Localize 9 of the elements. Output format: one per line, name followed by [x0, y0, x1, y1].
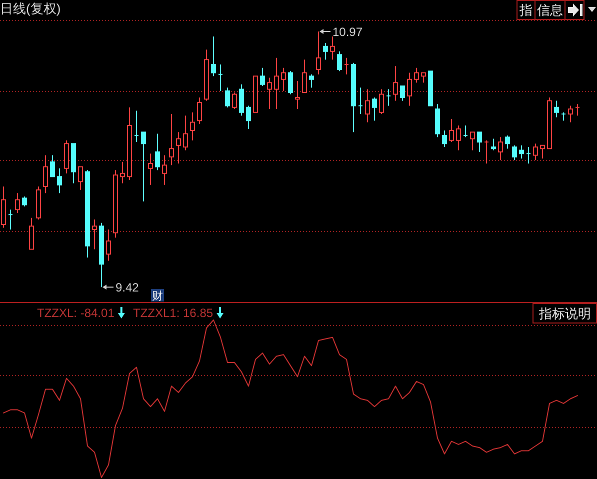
title: 日线(复权): [0, 1, 61, 16]
annotation: 财: [152, 290, 163, 302]
annotation: 指标说明: [538, 306, 591, 321]
annotation: TZZXL1: 16.85: [133, 306, 214, 320]
annotation: 9.42: [116, 280, 139, 295]
annotation: 指: [520, 2, 532, 18]
annotation: 信息: [537, 2, 563, 18]
annotation: TZZXL: -84.01: [37, 306, 114, 320]
annotation: 10.97: [332, 25, 363, 40]
